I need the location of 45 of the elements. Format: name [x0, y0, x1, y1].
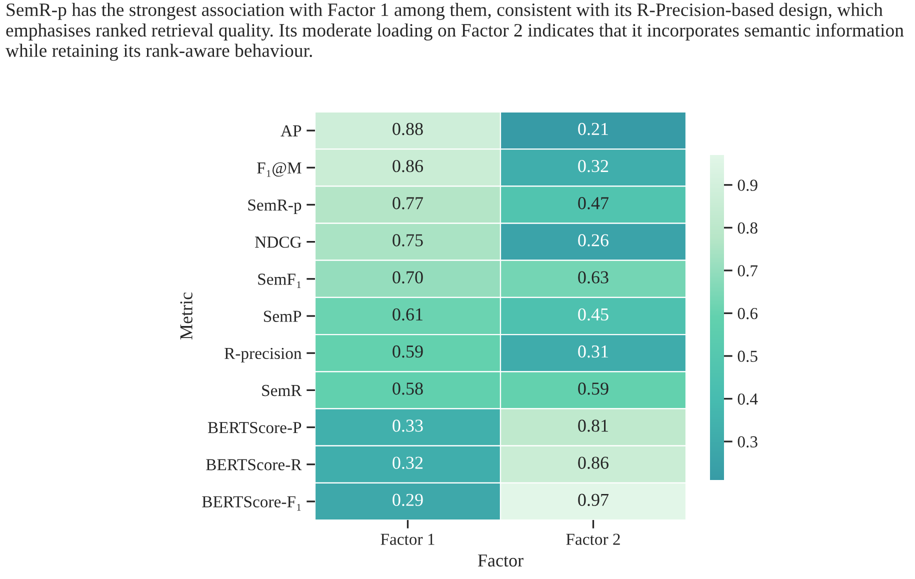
data-label: 0.59 — [578, 382, 608, 395]
y-tick-label: BERTScore-R — [206, 459, 302, 470]
data-label: 0.32 — [392, 456, 423, 469]
data-label: 0.33 — [392, 420, 423, 432]
color-bar-label: 0.7 — [738, 265, 758, 276]
data-label: 0.58 — [392, 382, 423, 395]
data-label: 0.32 — [578, 160, 608, 172]
color-bar-label: 0.3 — [738, 436, 758, 448]
color-bar-label: 0.4 — [738, 393, 758, 405]
data-label: 0.61 — [392, 308, 422, 321]
y-tick-label: SemR — [262, 384, 302, 396]
data-label: 0.77 — [392, 197, 424, 210]
data-label: 0.75 — [392, 234, 423, 246]
color-bar-label: 0.5 — [738, 350, 758, 362]
y-tick-label: SemP — [264, 310, 302, 322]
color-bar-label: 0.9 — [738, 180, 758, 191]
chart-title: SemR-p has the strongest association with Factor 1 among them, consistent with its R-Precision-based design, which emphasises ranked retrieval quality. Its moderate loading on Factor 2 indicates that it incorporates semantic information while retaining its rank-aware behaviour. — [6, 2, 904, 61]
y-tick-label: SemF₁ — [258, 274, 301, 288]
y-tick-label: R-precision — [224, 348, 302, 362]
color-bar-label: 0.8 — [738, 222, 758, 234]
data-label: 0.86 — [392, 160, 424, 172]
data-label: 0.88 — [392, 122, 423, 136]
x-tick-label: Factor 1 — [380, 534, 434, 545]
color-bar-label: 0.6 — [738, 308, 758, 320]
data-label: 0.63 — [578, 271, 608, 284]
data-label: 0.45 — [578, 308, 608, 321]
data-label: 0.81 — [578, 420, 608, 432]
data-label: 0.31 — [578, 345, 608, 358]
y-axis-title: Metric — [180, 292, 192, 340]
data-label: 0.47 — [578, 197, 609, 210]
y-tick-label: SemR-p — [248, 199, 302, 214]
y-tick-label: BERTScore-F₁ — [202, 496, 301, 511]
data-label: 0.29 — [392, 494, 423, 506]
x-axis-title: Factor — [478, 554, 524, 567]
x-tick-label: Factor 2 — [566, 534, 620, 545]
y-tick-label: F₁@M — [257, 162, 302, 177]
data-label: 0.21 — [578, 122, 608, 136]
data-label: 0.86 — [578, 456, 609, 469]
y-tick-label: BERTScore-P — [208, 422, 302, 434]
y-tick-label: NDCG — [255, 236, 302, 248]
data-label: 0.97 — [578, 494, 609, 506]
data-label: 0.26 — [578, 234, 609, 246]
data-label: 0.59 — [392, 345, 423, 358]
y-tick-label: AP — [280, 125, 302, 136]
data-label: 0.70 — [392, 271, 423, 284]
